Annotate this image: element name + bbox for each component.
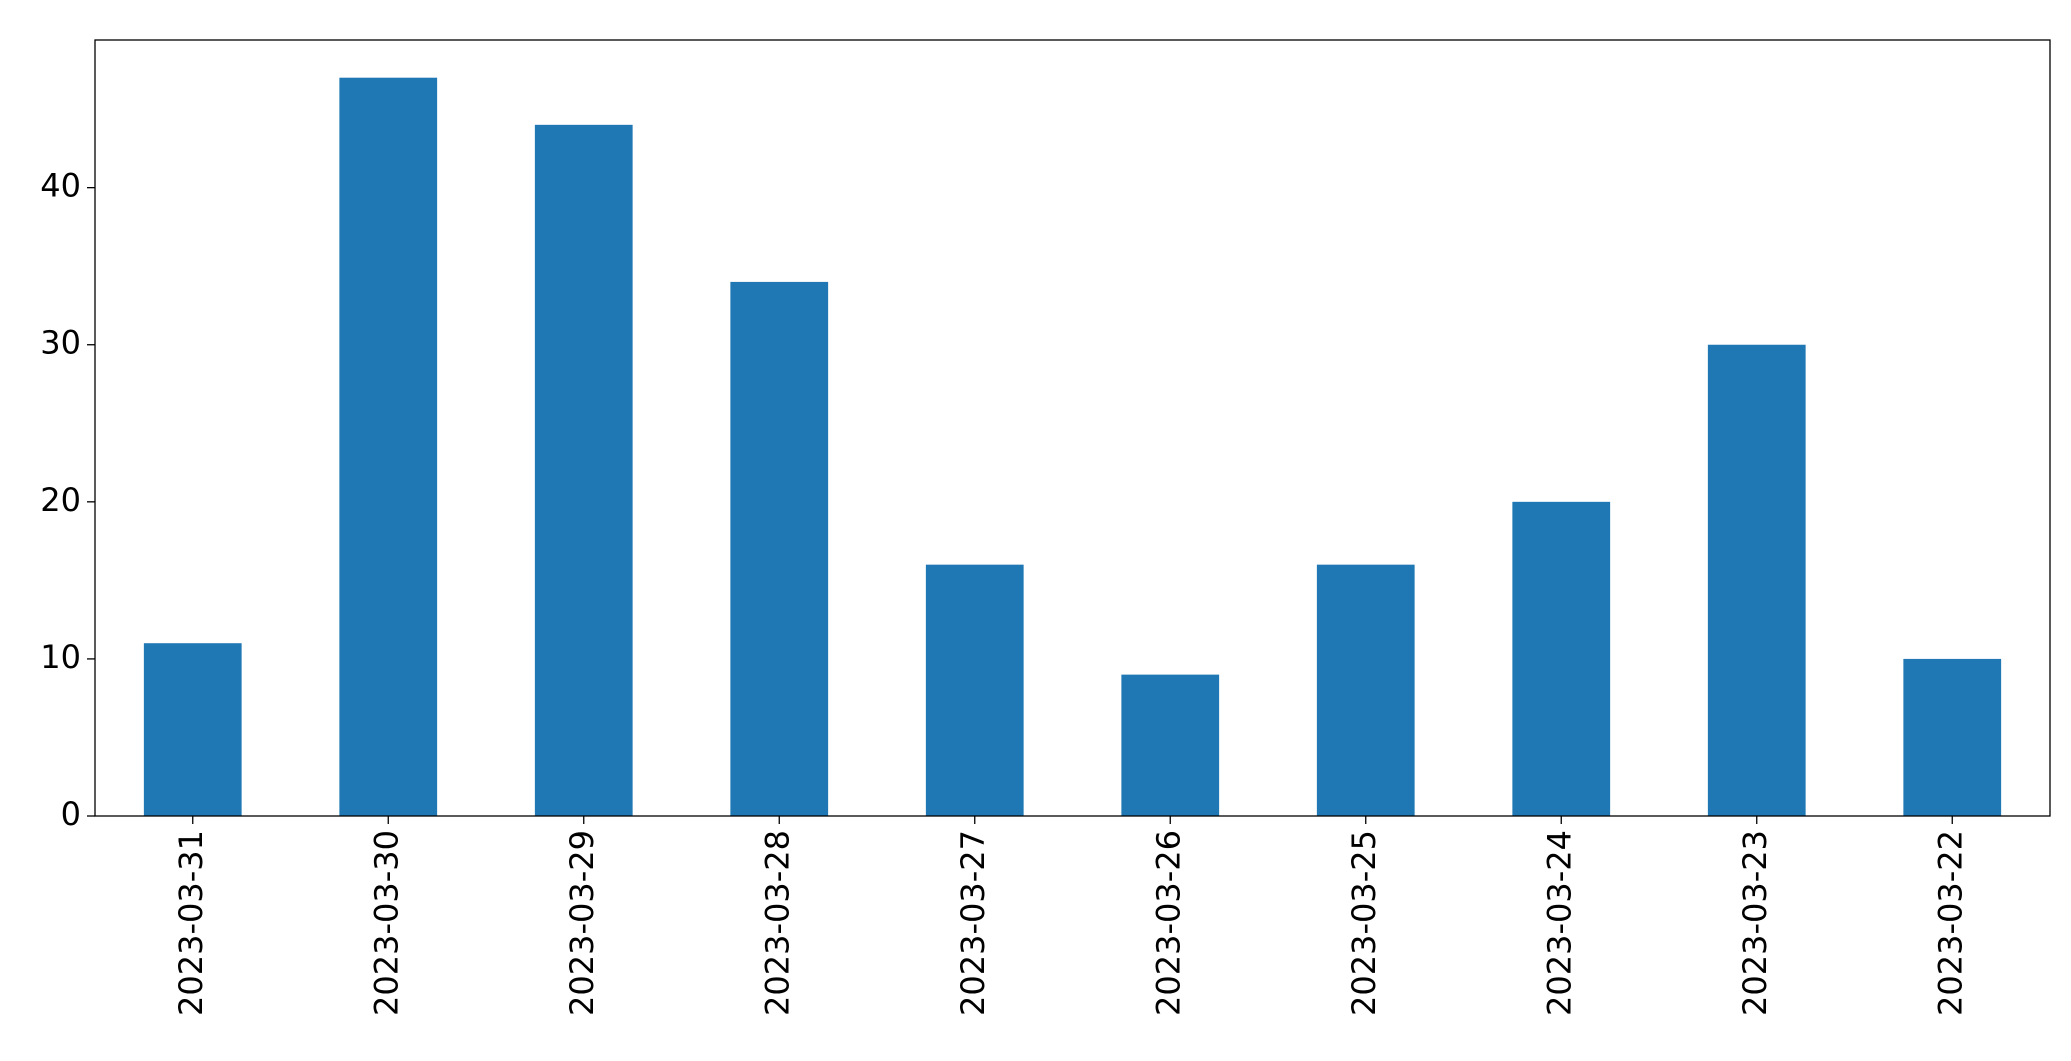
y-tick-label: 20 bbox=[40, 481, 81, 519]
x-tick-label: 2023-03-27 bbox=[954, 830, 992, 1016]
bar bbox=[1316, 564, 1415, 816]
bar bbox=[925, 564, 1024, 816]
x-tick-label: 2023-03-26 bbox=[1149, 830, 1187, 1016]
y-tick-label: 10 bbox=[40, 638, 81, 676]
bar bbox=[339, 77, 438, 817]
bar bbox=[730, 281, 829, 817]
bar bbox=[1512, 501, 1611, 816]
plot-frame bbox=[94, 39, 2051, 817]
y-tick-label: 30 bbox=[40, 324, 81, 362]
bar bbox=[1121, 674, 1220, 816]
x-tick-label: 2023-03-29 bbox=[563, 830, 601, 1016]
x-tick-label: 2023-03-23 bbox=[1736, 830, 1774, 1016]
x-tick-label: 2023-03-28 bbox=[758, 830, 796, 1016]
x-tick-label: 2023-03-30 bbox=[367, 830, 405, 1016]
bar bbox=[534, 124, 633, 816]
y-tick-label: 40 bbox=[40, 167, 81, 205]
x-tick-label: 2023-03-24 bbox=[1540, 830, 1578, 1016]
x-tick-label: 2023-03-31 bbox=[172, 830, 210, 1016]
bar bbox=[1903, 658, 2002, 816]
bar bbox=[143, 643, 242, 816]
x-tick-label: 2023-03-25 bbox=[1345, 830, 1383, 1016]
y-tick-label: 0 bbox=[61, 795, 81, 833]
x-tick-label: 2023-03-22 bbox=[1931, 830, 1969, 1016]
bar bbox=[1707, 344, 1806, 816]
